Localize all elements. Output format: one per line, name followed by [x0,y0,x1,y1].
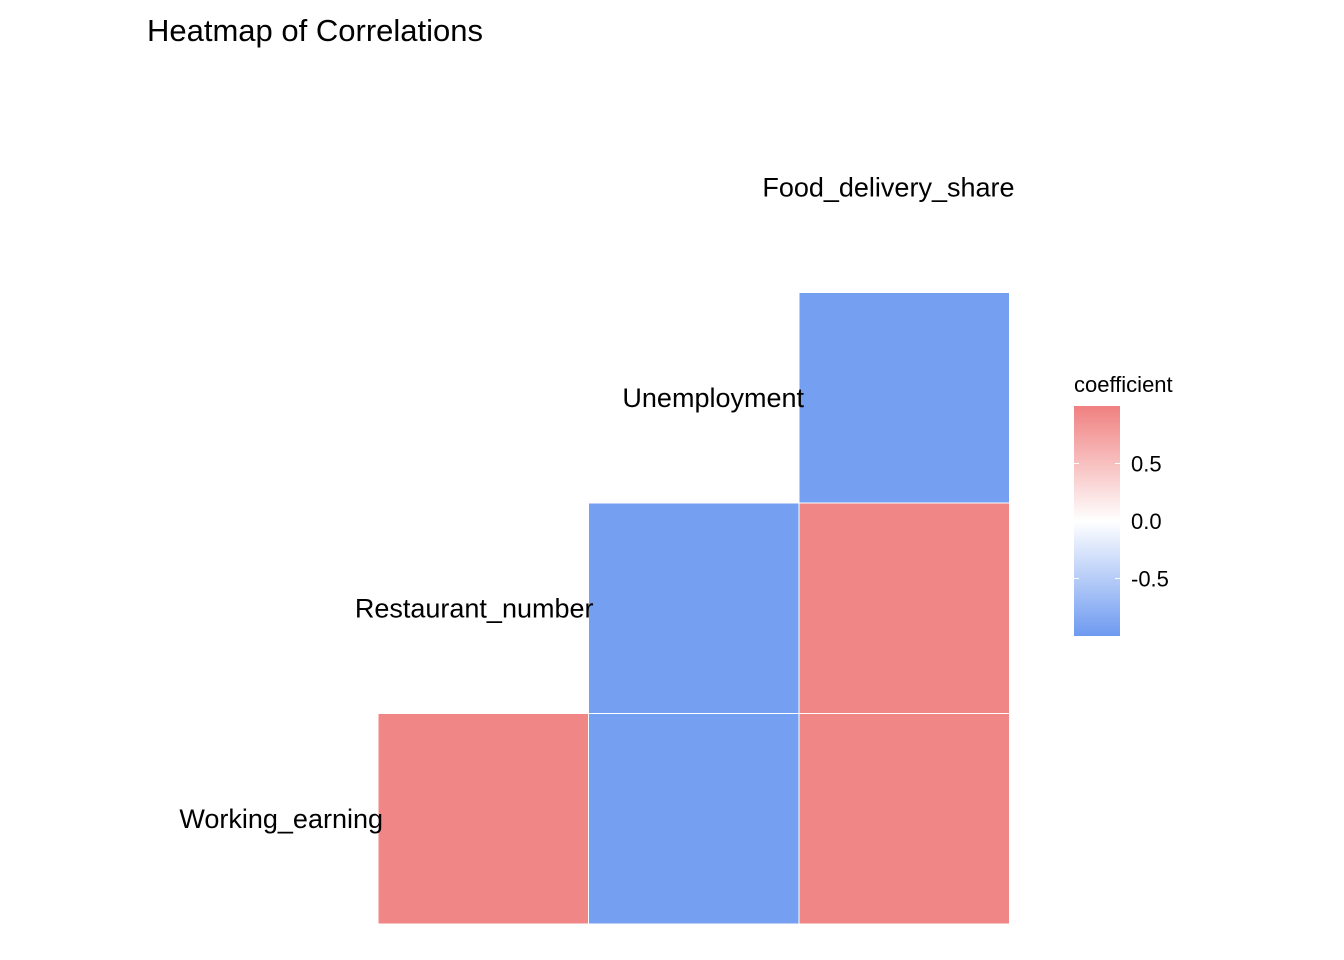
heatmap-cell [798,713,1010,925]
variable-label: Unemployment [622,383,804,413]
heatmap-cells [377,292,1010,925]
chart-title: Heatmap of Correlations [147,13,483,48]
legend-colorbar [1074,406,1120,636]
heatmap-cell [377,713,589,925]
heatmap-cell [798,502,1010,714]
legend: coefficient 0.5 0.0 -0.5 [1074,372,1173,636]
heatmap-cell [588,713,800,925]
variable-label: Working_earning [179,804,383,834]
row-labels: Working_earning Restaurant_number Unemploy… [179,172,1014,834]
legend-title: coefficient [1074,372,1173,397]
legend-tick-label: -0.5 [1131,567,1169,592]
heatmap-cell [588,502,800,714]
variable-label: Food_delivery_share [762,172,1014,202]
legend-tick-label: 0.0 [1131,509,1162,534]
legend-ticks: 0.5 0.0 -0.5 [1074,452,1169,592]
heatmap-cell [798,292,1010,504]
legend-tick-label: 0.5 [1131,452,1162,477]
variable-label: Restaurant_number [355,593,594,623]
